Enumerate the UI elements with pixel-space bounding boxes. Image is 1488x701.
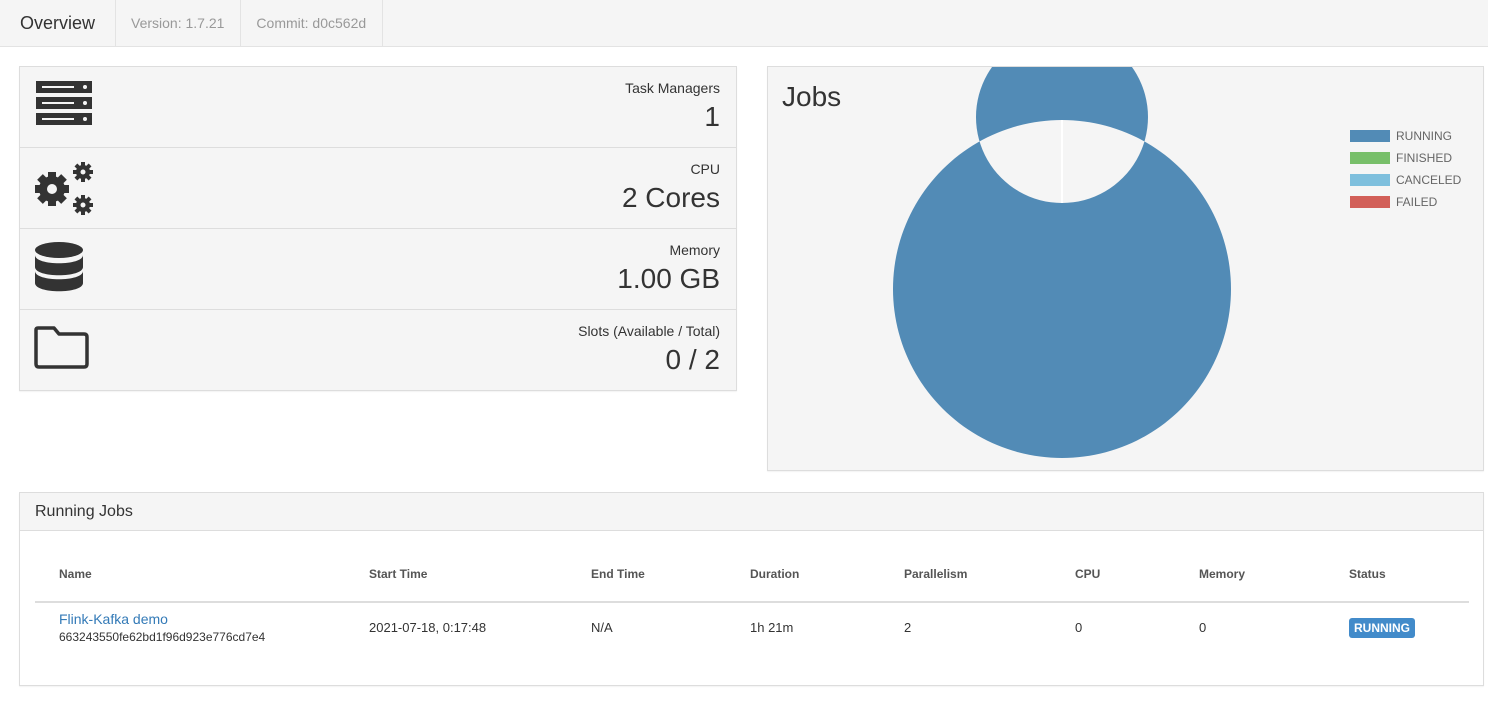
column-header-start-time[interactable]: Start Time	[369, 556, 591, 603]
legend-swatch	[1350, 196, 1390, 208]
column-header-name[interactable]: Name	[35, 556, 369, 603]
stat-label: Slots (Available / Total)	[578, 323, 720, 339]
legend-item-running[interactable]: RUNNING	[1350, 125, 1461, 147]
stat-label: CPU	[690, 161, 720, 177]
table-row[interactable]: Flink-Kafka demo 663243550fe62bd1f96d923…	[35, 602, 1469, 652]
job-name-cell: Flink-Kafka demo 663243550fe62bd1f96d923…	[35, 602, 369, 652]
job-start-time: 2021-07-18, 0:17:48	[369, 620, 487, 635]
running-jobs-table: Name Start Time End Time Duration Parall…	[35, 556, 1469, 652]
legend-swatch	[1350, 152, 1390, 164]
running-jobs-title: Running Jobs	[20, 493, 1483, 531]
column-header-cpu[interactable]: CPU	[1075, 556, 1199, 603]
stat-task-managers: Task Managers 1	[20, 67, 736, 148]
legend-label: CANCELED	[1396, 173, 1462, 187]
stat-memory: Memory 1.00 GB	[20, 229, 736, 310]
legend-item-canceled[interactable]: CANCELED	[1350, 169, 1461, 191]
job-id: 663243550fe62bd1f96d923e776cd7e4	[59, 630, 266, 644]
job-end-time: N/A	[591, 620, 613, 635]
jobs-chart-panel: Jobs RUNNING FINISHED CANCELED FAILED	[767, 66, 1484, 471]
legend-label: FAILED	[1396, 195, 1438, 209]
legend-item-failed[interactable]: FAILED	[1350, 191, 1461, 213]
page-title: Overview	[0, 0, 117, 46]
legend-item-finished[interactable]: FINISHED	[1350, 147, 1461, 169]
column-header-status[interactable]: Status	[1349, 556, 1469, 603]
stat-label: Memory	[669, 242, 720, 258]
stat-value: 1.00 GB	[617, 263, 720, 294]
column-header-end-time[interactable]: End Time	[591, 556, 750, 603]
job-duration: 1h 21m	[750, 620, 794, 635]
legend-label: RUNNING	[1396, 129, 1452, 143]
running-jobs-panel: Running Jobs Name Start Time End Time Du…	[19, 492, 1484, 686]
stat-value: 2 Cores	[621, 182, 720, 213]
legend-swatch	[1350, 174, 1390, 186]
column-header-duration[interactable]: Duration	[750, 556, 904, 603]
status-badge: RUNNING	[1349, 617, 1415, 638]
stat-value: 1	[704, 101, 720, 132]
database-icon	[35, 242, 83, 292]
top-bar: Overview Version: 1.7.21 Commit: d0c562d	[0, 0, 1488, 47]
stat-slots: Slots (Available / Total) 0 / 2	[20, 310, 736, 391]
column-header-memory[interactable]: Memory	[1199, 556, 1349, 603]
stat-label: Task Managers	[625, 80, 720, 96]
server-icon	[36, 81, 92, 125]
cluster-stats-panel: Task Managers 1	[19, 66, 737, 391]
table-header-row: Name Start Time End Time Duration Parall…	[35, 556, 1469, 603]
commit-label: Commit: d0c562d	[241, 0, 384, 46]
job-memory: 0	[1199, 620, 1207, 635]
job-cpu: 0	[1075, 620, 1083, 635]
version-label: Version: 1.7.21	[116, 0, 242, 46]
stat-cpu: CPU 2 Cores	[20, 148, 736, 229]
jobs-title: Jobs	[782, 81, 842, 112]
job-name-link[interactable]: Flink-Kafka demo	[59, 611, 168, 627]
column-header-parallelism[interactable]: Parallelism	[904, 556, 1075, 603]
job-parallelism: 2	[904, 620, 912, 635]
gears-icon	[35, 162, 93, 215]
donut-slice-running[interactable]	[893, 67, 1231, 458]
folder-icon	[34, 326, 89, 369]
chart-legend: RUNNING FINISHED CANCELED FAILED	[1350, 125, 1461, 213]
jobs-donut-chart	[893, 67, 1231, 458]
legend-label: FINISHED	[1396, 151, 1453, 165]
legend-swatch	[1350, 130, 1390, 142]
job-status-cell: RUNNING	[1349, 602, 1469, 652]
stat-value: 0 / 2	[665, 344, 720, 375]
